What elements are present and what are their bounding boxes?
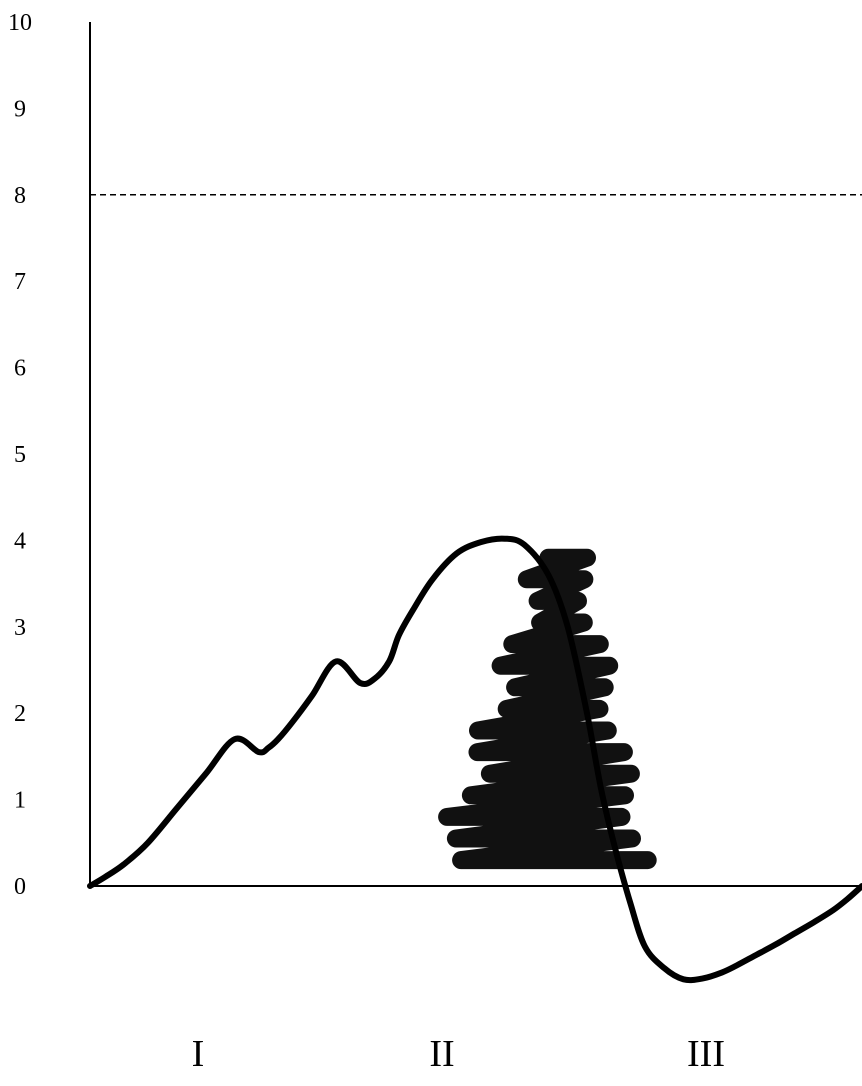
hatch-stroke [438, 548, 657, 870]
region-label-iii: III [687, 1033, 725, 1075]
y-tick-label: 5 [14, 442, 26, 468]
y-tick-label: 6 [14, 356, 26, 382]
y-tick-label: 3 [14, 615, 26, 641]
y-tick-label: 1 [14, 788, 26, 814]
y-tick-labels: 0 1 2 3 4 5 6 7 8 9 10 [8, 10, 32, 900]
hatch-scribble [438, 548, 657, 870]
region-label-ii: II [429, 1033, 454, 1075]
series-curve [87, 535, 862, 984]
y-tick-label: 0 [14, 874, 26, 900]
y-tick-label: 7 [14, 269, 26, 295]
y-tick-label: 8 [14, 183, 26, 209]
y-tick-label: 2 [14, 701, 26, 727]
axes-layer [89, 22, 862, 887]
y-tick-label: 10 [8, 10, 32, 36]
y-tick-label: 4 [14, 528, 26, 554]
y-tick-label: 9 [14, 96, 26, 122]
curve-layer [87, 535, 862, 984]
region-label-i: I [192, 1033, 205, 1075]
region-labels: I II III [192, 1033, 725, 1075]
